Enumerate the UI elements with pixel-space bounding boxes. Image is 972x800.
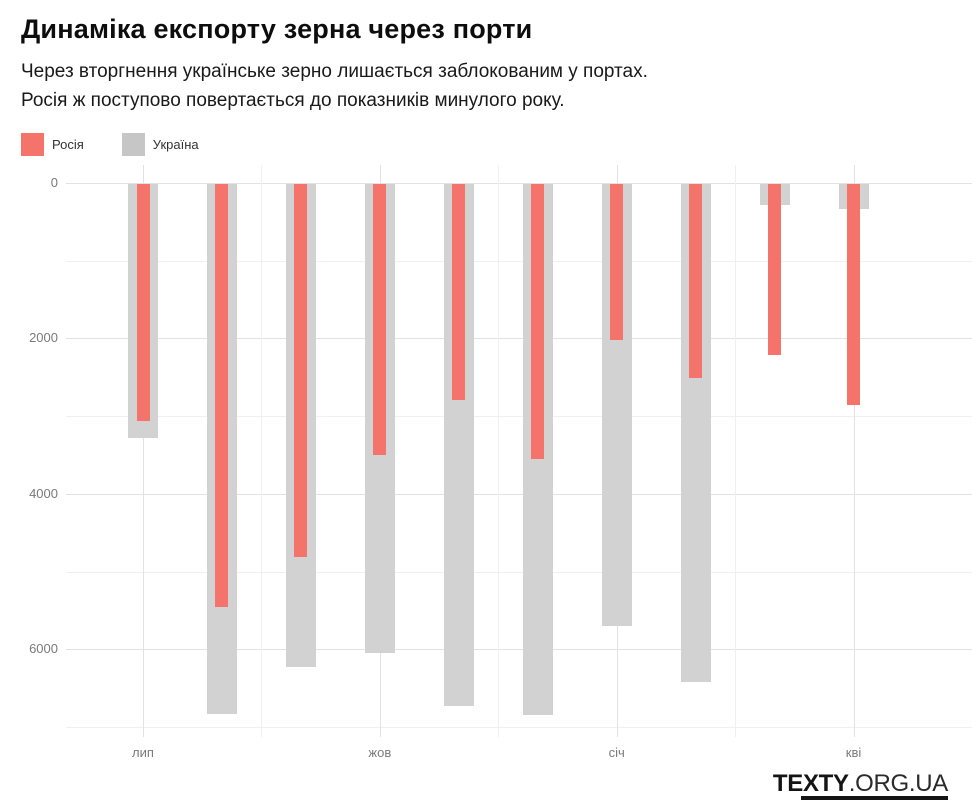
x-axis-label-січ: січ [608,745,625,760]
legend-swatch-ukraine [121,133,145,156]
subtitle-line-2: Росія ж поступово повертається до показн… [21,90,565,111]
gridline-y-0 [66,183,972,184]
bar-russia-бер [768,184,782,355]
legend-item-russia: Росія [21,133,84,156]
gridline-y-6000 [66,649,972,651]
legend-label-ukraine: Україна [152,137,199,152]
y-axis-label-6000: 6000 [29,641,58,657]
legend-item-ukraine: Україна [121,133,199,156]
gridline-y-3000 [66,416,972,418]
gridline-y-2000 [66,338,972,340]
gridline-y-5000 [66,571,972,573]
y-axis-label-4000: 4000 [29,485,58,501]
chart-subtitle: Через вторгнення українське зерно лишаєт… [21,57,648,115]
bar-russia-лис [452,184,466,400]
bar-russia-лип [136,184,150,421]
gridline-x-кві [853,165,855,737]
gridline-x-minor-1.5 [261,165,263,737]
logo-underline-bar [801,796,948,800]
gridline-x-minor-4.5 [498,165,500,737]
gridline-y-1000 [66,260,972,262]
bar-russia-кві [847,184,861,405]
gridline-y-4000 [66,493,972,495]
chart-legend: Росія Україна [21,133,237,156]
logo-text-rest: .ORG.UA [848,770,949,797]
gridline-y-7000 [66,726,972,728]
y-axis-label-2000: 2000 [29,330,58,346]
bar-russia-сер [215,184,229,608]
legend-swatch-russia [21,133,44,156]
bar-russia-гру [531,184,545,460]
gridline-x-minor-7.5 [735,165,737,737]
legend-label-russia: Росія [52,137,84,152]
subtitle-line-1: Через вторгнення українське зерно лишаєт… [21,61,648,82]
chart-title: Динаміка експорту зерна через порти [21,14,533,44]
texty-logo: TEXTY.ORG.UA [773,770,948,798]
gridline-x-лип [143,165,144,737]
bar-russia-жов [373,184,387,456]
bar-russia-лют [689,184,703,379]
x-axis-label-лип: лип [132,745,154,760]
x-axis-label-кві: кві [845,745,862,760]
x-axis-label-жов: жов [368,745,392,760]
bar-russia-січ [610,184,624,341]
logo-text-bold: TEXTY [772,770,849,797]
y-axis-label-0: 0 [50,175,58,190]
bar-russia-вер [294,184,308,557]
